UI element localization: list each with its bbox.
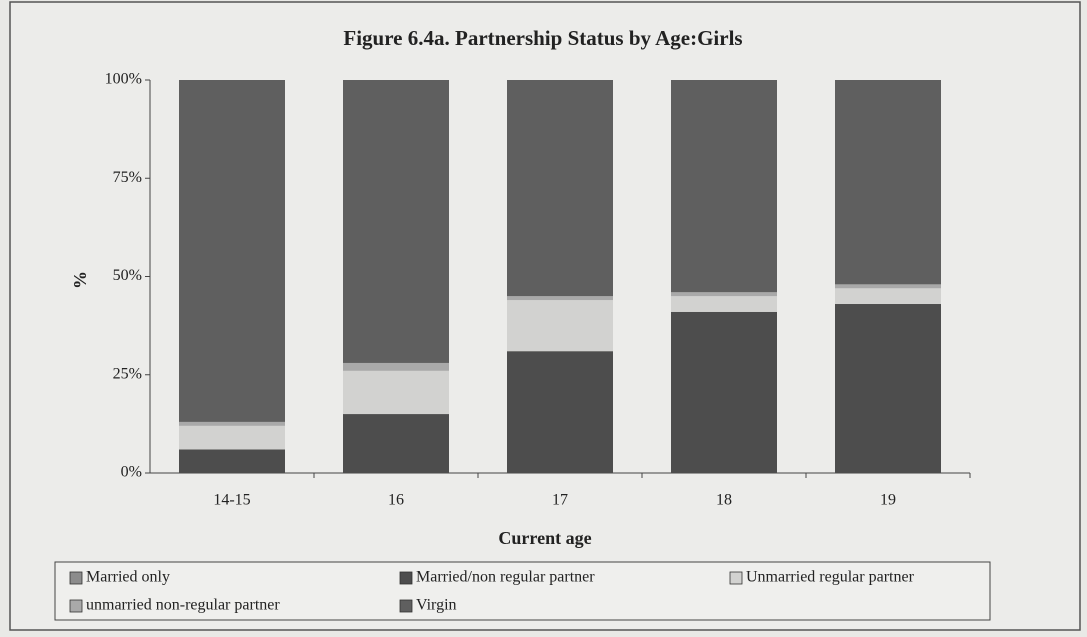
bar-segment (343, 414, 449, 473)
bar-segment (835, 288, 941, 305)
y-tick-label: 50% (113, 267, 142, 284)
legend-swatch (69, 599, 83, 613)
x-tick-label: 17 (552, 492, 568, 509)
bar-segment (507, 296, 613, 301)
bar-segment (671, 292, 777, 297)
y-tick-label: 100% (105, 71, 142, 88)
legend-label: Married/non regular partner (416, 569, 595, 586)
bar-segment (507, 80, 613, 297)
bar-segment (835, 304, 941, 473)
x-tick-label: 14-15 (213, 492, 250, 509)
legend-label: Virgin (416, 597, 457, 614)
x-tick-label: 18 (716, 492, 732, 509)
y-axis-title: % (70, 271, 90, 289)
bar-segment (179, 425, 285, 450)
legend-swatch (399, 599, 413, 613)
bar-segment (507, 300, 613, 352)
bar-segment (671, 80, 777, 293)
bar-segment (835, 284, 941, 289)
legend-swatch (69, 571, 83, 585)
x-axis-title: Current age (498, 528, 591, 548)
chart-title: Figure 6.4a. Partnership Status by Age:G… (343, 26, 742, 50)
bar-segment (179, 421, 285, 426)
bar-segment (507, 351, 613, 473)
legend-swatch (399, 571, 413, 585)
bar-segment (835, 80, 941, 285)
x-tick-label: 19 (880, 492, 896, 509)
legend-label: Married only (86, 569, 170, 586)
y-tick-label: 25% (113, 365, 142, 382)
legend-swatch (729, 571, 743, 585)
bar-segment (343, 370, 449, 415)
bar-segment (343, 80, 449, 363)
bar-segment (179, 449, 285, 473)
x-tick-label: 16 (388, 492, 404, 509)
bar-segment (671, 311, 777, 473)
bar-segment (671, 296, 777, 312)
y-tick-label: 0% (121, 464, 142, 481)
y-tick-label: 75% (113, 169, 142, 186)
legend-box (54, 561, 991, 621)
bar-segment (343, 362, 449, 371)
legend-label: Unmarried regular partner (746, 569, 915, 586)
legend-label: unmarried non-regular partner (86, 597, 280, 614)
bar-segment (179, 80, 285, 422)
